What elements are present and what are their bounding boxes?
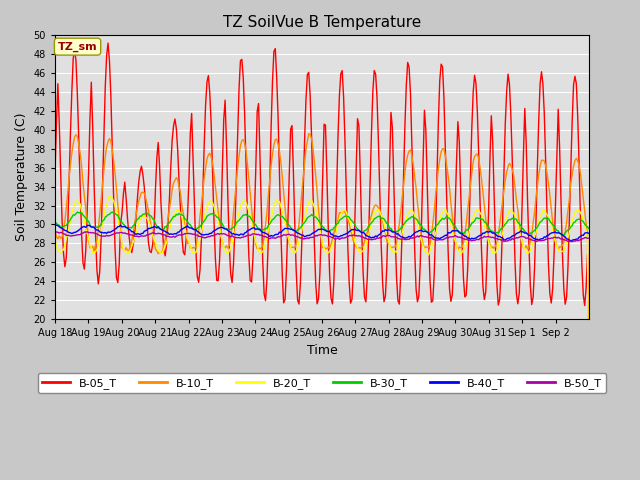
B-50_T bbox=[582, 235, 590, 240]
B-20_T bbox=[106, 193, 113, 199]
Line: B-40_T: B-40_T bbox=[55, 225, 589, 241]
B-50_T bbox=[511, 236, 519, 241]
B-20_T bbox=[69, 205, 77, 211]
B-05_T bbox=[104, 40, 112, 46]
Line: B-30_T: B-30_T bbox=[55, 212, 589, 235]
B-20_T bbox=[327, 246, 335, 252]
B-40_T bbox=[86, 223, 94, 228]
B-20_T bbox=[582, 228, 590, 234]
B-40_T bbox=[51, 222, 59, 228]
B-30_T bbox=[513, 216, 520, 222]
Line: B-05_T: B-05_T bbox=[55, 43, 589, 480]
B-20_T bbox=[86, 242, 94, 248]
B-20_T bbox=[51, 237, 59, 243]
B-30_T bbox=[86, 222, 94, 228]
B-30_T bbox=[584, 224, 591, 230]
B-50_T bbox=[69, 233, 77, 239]
B-30_T bbox=[51, 219, 59, 225]
B-40_T bbox=[511, 232, 519, 238]
B-05_T bbox=[513, 291, 520, 297]
Line: B-20_T: B-20_T bbox=[55, 196, 589, 480]
B-05_T bbox=[433, 174, 441, 180]
B-30_T bbox=[560, 232, 568, 238]
Text: TZ_sm: TZ_sm bbox=[58, 42, 97, 52]
B-10_T bbox=[86, 244, 94, 250]
B-50_T bbox=[51, 229, 59, 235]
B-10_T bbox=[582, 220, 590, 226]
Legend: B-05_T, B-10_T, B-20_T, B-30_T, B-40_T, B-50_T: B-05_T, B-10_T, B-20_T, B-30_T, B-40_T, … bbox=[38, 373, 606, 393]
X-axis label: Time: Time bbox=[307, 344, 337, 357]
Line: B-50_T: B-50_T bbox=[55, 232, 589, 241]
B-50_T bbox=[585, 236, 593, 241]
B-10_T bbox=[69, 141, 77, 147]
B-10_T bbox=[327, 241, 335, 247]
B-05_T bbox=[69, 56, 77, 61]
Y-axis label: Soil Temperature (C): Soil Temperature (C) bbox=[15, 113, 28, 241]
B-40_T bbox=[582, 230, 590, 236]
B-05_T bbox=[51, 168, 59, 173]
B-10_T bbox=[51, 228, 59, 233]
B-20_T bbox=[513, 219, 520, 225]
Title: TZ SoilVue B Temperature: TZ SoilVue B Temperature bbox=[223, 15, 421, 30]
B-50_T bbox=[326, 233, 333, 239]
B-10_T bbox=[433, 180, 441, 185]
B-10_T bbox=[305, 131, 312, 137]
B-30_T bbox=[108, 209, 116, 215]
B-40_T bbox=[326, 228, 333, 234]
B-50_T bbox=[532, 239, 540, 244]
B-10_T bbox=[513, 197, 520, 203]
B-30_T bbox=[433, 222, 441, 228]
B-50_T bbox=[432, 237, 440, 243]
B-50_T bbox=[86, 229, 94, 235]
Line: B-10_T: B-10_T bbox=[55, 134, 589, 480]
B-40_T bbox=[585, 230, 593, 236]
B-05_T bbox=[582, 286, 590, 291]
B-30_T bbox=[327, 227, 335, 232]
B-30_T bbox=[585, 226, 593, 231]
B-40_T bbox=[432, 235, 440, 241]
B-05_T bbox=[327, 296, 335, 301]
B-30_T bbox=[69, 212, 77, 218]
B-40_T bbox=[69, 230, 77, 236]
B-40_T bbox=[567, 238, 575, 244]
B-20_T bbox=[433, 227, 441, 232]
B-05_T bbox=[86, 117, 94, 123]
